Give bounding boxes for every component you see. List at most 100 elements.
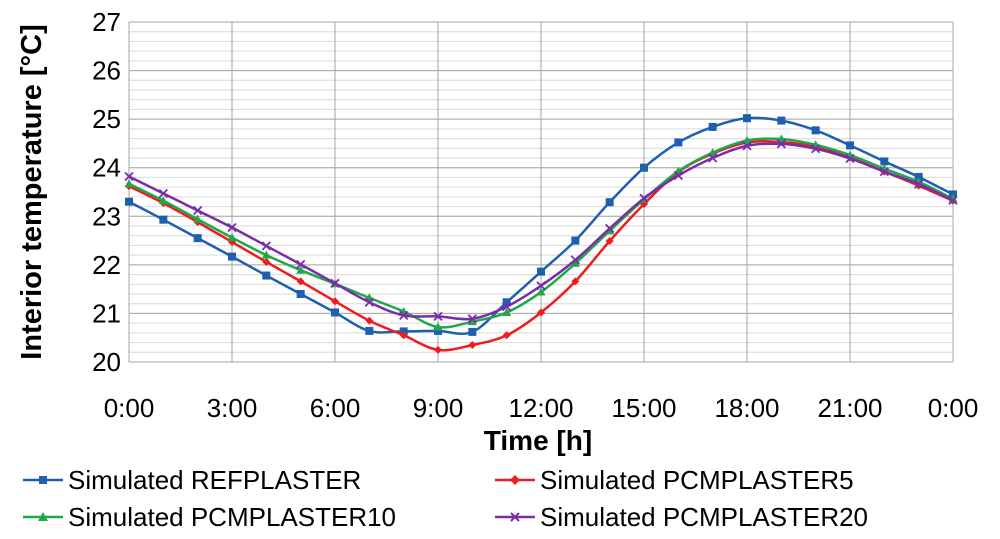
data-point-marker xyxy=(262,271,271,280)
data-point-marker xyxy=(811,126,820,135)
data-point-marker xyxy=(571,236,580,245)
data-point-marker xyxy=(742,141,752,151)
x-tick-label: 0:00 xyxy=(104,393,155,423)
data-point-marker xyxy=(502,298,511,307)
data-point-marker xyxy=(845,153,855,164)
data-point-marker xyxy=(605,226,615,235)
legend-label-pcmplaster5: Simulated PCMPLASTER5 xyxy=(540,464,854,495)
data-point-marker xyxy=(502,331,511,340)
data-point-marker xyxy=(640,163,648,172)
legend-label-pcmplaster10: Simulated PCMPLASTER10 xyxy=(68,501,397,532)
x-tick-label: 15:00 xyxy=(611,393,676,423)
data-point-marker xyxy=(261,250,271,259)
data-point-marker xyxy=(331,297,339,306)
data-point-marker xyxy=(434,345,442,354)
data-point-marker xyxy=(914,172,923,181)
data-point-marker xyxy=(880,157,889,166)
data-point-marker xyxy=(296,290,305,298)
data-point-marker xyxy=(467,314,477,324)
y-tick-label: 25 xyxy=(92,104,121,134)
y-tick-label: 26 xyxy=(92,56,121,86)
data-point-marker xyxy=(811,144,821,154)
y-tick-label: 20 xyxy=(92,347,121,377)
data-point-marker xyxy=(502,301,512,312)
data-point-marker xyxy=(433,311,443,321)
data-point-marker xyxy=(639,193,649,203)
data-point-marker xyxy=(262,257,271,266)
data-point-marker xyxy=(537,308,545,317)
data-point-marker xyxy=(365,316,374,325)
temperature-line-chart: 20 21 22 23 24 25 26 27 0:00 3:00 6:00 9:00 12:00 15… xyxy=(16,7,979,456)
data-point-marker xyxy=(776,139,786,149)
x-tick-label: 18:00 xyxy=(714,393,779,423)
data-point-marker xyxy=(296,277,305,286)
data-point-marker xyxy=(125,197,133,206)
major-gridlines xyxy=(128,21,954,363)
data-point-marker xyxy=(399,331,408,340)
data-point-marker xyxy=(605,223,615,234)
y-tick-label: 24 xyxy=(92,153,121,183)
data-point-marker xyxy=(914,179,924,189)
legend-item-pcmplaster10[interactable]: Simulated PCMPLASTER10 xyxy=(20,499,396,535)
data-point-marker xyxy=(158,196,168,205)
data-point-marker xyxy=(124,179,134,188)
data-point-marker xyxy=(743,114,751,123)
legend-item-refplaster[interactable]: Simulated REFPLASTER xyxy=(20,462,361,498)
data-point-marker xyxy=(261,241,271,251)
data-point-marker xyxy=(708,153,718,163)
data-point-marker xyxy=(296,259,306,270)
data-point-marker xyxy=(605,237,614,246)
legend-swatch-refplaster xyxy=(23,476,63,484)
legend-item-pcmplaster20[interactable]: Simulated PCMPLASTER20 xyxy=(492,499,868,535)
y-tick-label: 23 xyxy=(92,201,121,231)
data-point-marker xyxy=(193,234,202,243)
data-point-marker xyxy=(742,136,752,145)
data-point-marker xyxy=(570,258,580,267)
series-simulated-pcmplaster20 xyxy=(124,139,958,324)
y-axis-ticks: 20 21 22 23 24 25 26 27 xyxy=(92,7,121,377)
data-point-marker xyxy=(467,317,477,326)
data-point-marker xyxy=(331,308,339,317)
x-tick-label: 21:00 xyxy=(817,393,882,423)
data-point-marker xyxy=(846,141,854,150)
data-point-marker xyxy=(674,138,683,147)
y-tick-label: 22 xyxy=(92,250,121,280)
data-point-marker xyxy=(433,322,443,331)
data-point-marker xyxy=(330,278,340,288)
legend-item-pcmplaster5[interactable]: Simulated PCMPLASTER5 xyxy=(492,462,854,498)
x-tick-label: 6:00 xyxy=(310,393,361,423)
legend-swatch-pcmplaster10 xyxy=(23,512,63,521)
data-point-marker xyxy=(537,267,545,276)
data-point-marker xyxy=(468,341,477,349)
data-point-marker xyxy=(605,198,614,207)
x-tick-label: 0:00 xyxy=(928,393,979,423)
data-point-marker xyxy=(777,116,786,125)
data-point-marker xyxy=(708,122,717,131)
data-point-marker xyxy=(364,297,374,307)
legend-label-pcmplaster20: Simulated PCMPLASTER20 xyxy=(540,501,869,532)
data-point-marker xyxy=(296,265,306,274)
data-series xyxy=(124,114,958,354)
series-simulated-refplaster xyxy=(125,114,957,336)
data-point-marker xyxy=(227,222,237,233)
legend-swatch-pcmplaster5 xyxy=(495,475,535,485)
data-point-marker xyxy=(365,326,374,335)
data-point-marker xyxy=(536,281,546,291)
data-point-marker xyxy=(124,171,134,182)
legend-swatch-pcmplaster20 xyxy=(495,512,535,522)
legend-label-refplaster: Simulated REFPLASTER xyxy=(68,464,362,495)
data-point-marker xyxy=(193,214,203,223)
data-point-marker xyxy=(158,188,168,199)
data-point-marker xyxy=(193,205,203,216)
data-point-marker xyxy=(536,287,546,296)
data-point-marker xyxy=(708,148,718,157)
y-tick-label: 21 xyxy=(92,298,121,328)
x-tick-label: 9:00 xyxy=(413,393,464,423)
series-simulated-pcmplaster10 xyxy=(124,134,958,331)
data-point-marker xyxy=(879,166,889,177)
data-point-marker xyxy=(570,255,580,265)
y-tick-label: 27 xyxy=(92,7,121,37)
chart-legend: Simulated REFPLASTER Simulated PCMPLASTE… xyxy=(20,462,980,537)
data-point-marker xyxy=(571,277,580,286)
data-point-marker xyxy=(434,326,442,335)
